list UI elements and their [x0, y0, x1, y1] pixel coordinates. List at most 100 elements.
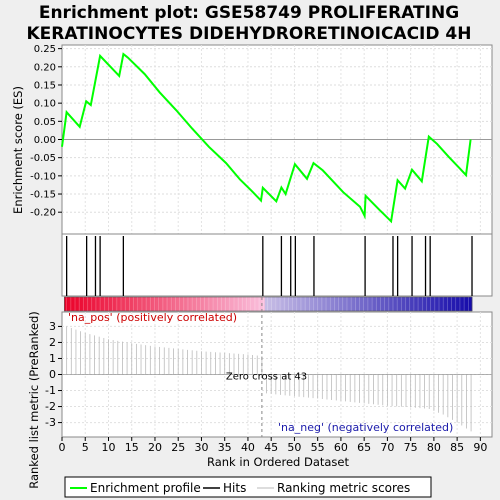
color-bar-segment [421, 297, 425, 311]
color-bar-segment [210, 297, 215, 311]
es-y-ticks: 0.25 0.20 0.15 0.10 0.05 0.00 -0.05 -0.10 -0.15 -… [30, 44, 62, 219]
color-bar-segment [271, 297, 276, 311]
color-bar-segment [64, 297, 69, 311]
color-bar-segment [404, 297, 408, 311]
color-bar-segment [264, 297, 269, 311]
color-bar-segment [118, 297, 123, 311]
color-bar-segment [220, 297, 225, 311]
rank-y-axis-label: Ranked list metric (PreRanked) [27, 311, 41, 489]
color-bar-segment [455, 297, 459, 311]
color-bar-segment [247, 297, 252, 311]
zero-cross-label: Zero cross at 43 [226, 372, 307, 383]
color-bar-segment [217, 297, 221, 311]
rank-x-tick-label: 55 [311, 441, 325, 454]
color-bar-segment [410, 297, 415, 311]
color-bar-segment [145, 297, 150, 311]
positive-label: 'na_pos' (positively correlated) [68, 311, 237, 324]
rank-x-ticks: 0 5 10 15 20 25 30 35 40 45 50 55 60 65 70 75 80 85 90 [59, 437, 487, 454]
color-bar-segment [363, 297, 367, 311]
es-y-tick-label: 0.05 [34, 117, 56, 128]
chart-title-line1: Enrichment plot: GSE58749 PROLIFERATING [39, 3, 459, 23]
color-bar-segment [108, 297, 113, 311]
es-y-axis-label: Enrichment score (ES) [11, 86, 25, 214]
color-bar-segment [332, 297, 337, 311]
color-bar-segment [305, 297, 310, 311]
es-y-tick-label: -0.15 [30, 190, 56, 201]
es-y-tick-label: -0.10 [30, 171, 56, 182]
color-bar-segment [261, 297, 266, 311]
color-bar-segment [281, 297, 286, 311]
color-bar-segment [186, 297, 191, 311]
color-bar-segment [278, 297, 283, 311]
color-bar-segment [71, 297, 75, 311]
es-y-tick-label: 0.10 [34, 99, 56, 110]
color-bar-segment [125, 297, 130, 311]
color-bar-segment [152, 297, 157, 311]
color-bar-segment [373, 297, 378, 311]
color-bar-segment [94, 297, 99, 311]
color-bar-segment [387, 297, 391, 311]
color-bar-segment [67, 297, 72, 311]
negative-label: 'na_neg' (negatively correlated) [278, 421, 453, 434]
color-bar-segment [285, 297, 289, 311]
color-bar-segment [295, 297, 300, 311]
color-bar-segment [461, 297, 466, 311]
legend-ranking-metric-scores: Ranking metric scores [277, 481, 410, 495]
color-bar-segment [356, 297, 361, 311]
rank-x-tick-label: 20 [148, 441, 162, 454]
color-bar-segment [207, 297, 211, 311]
rank-x-tick-label: 75 [404, 441, 418, 454]
color-bar-segment [407, 297, 412, 311]
rank-y-tick-label: 2 [49, 336, 56, 349]
color-bar-segment [227, 297, 232, 311]
color-bar-segment [74, 297, 79, 311]
rank-y-tick-label: 3 [49, 320, 56, 333]
color-bar-segment [298, 297, 303, 311]
color-bar-segment [329, 297, 334, 311]
color-bar-segment [105, 297, 109, 311]
color-bar-segment [122, 297, 126, 311]
color-bar-segment [101, 297, 106, 311]
legend-enrichment-profile: Enrichment profile [90, 481, 201, 495]
color-bar-segment [142, 297, 147, 311]
color-bar-segment [149, 297, 153, 311]
rank-x-tick-label: 85 [450, 441, 464, 454]
color-bar-segment [342, 297, 347, 311]
color-bar-segment [173, 297, 177, 311]
rank-y-tick-label: 0 [49, 368, 56, 381]
rank-x-tick-label: 40 [241, 441, 255, 454]
color-bar-segment [193, 297, 198, 311]
color-bar-segment [325, 297, 330, 311]
color-bar-segment [179, 297, 184, 311]
color-bar-segment [302, 297, 306, 311]
rank-x-axis-label: Rank in Ordered Dataset [207, 455, 350, 469]
color-bar-segment [315, 297, 320, 311]
color-bar-segment [390, 297, 395, 311]
color-bar-segment [251, 297, 255, 311]
color-bar-segment [414, 297, 418, 311]
color-bar-segment [159, 297, 164, 311]
es-y-tick-label: 0.25 [34, 44, 56, 55]
color-bar-segment [400, 297, 405, 311]
rank-x-tick-label: 80 [427, 441, 441, 454]
rank-x-tick-label: 5 [82, 441, 89, 454]
color-bar-segment [468, 297, 473, 311]
color-bar-segment [359, 297, 364, 311]
rank-x-tick-label: 15 [125, 441, 139, 454]
color-bar-segment [322, 297, 327, 311]
es-y-tick-label: -0.20 [30, 208, 56, 219]
es-y-tick-label: 0.20 [34, 62, 56, 73]
color-bar-segment [162, 297, 167, 311]
color-bar-segment [427, 297, 432, 311]
color-bar-segment [434, 297, 439, 311]
enrichment-profile-line [61, 52, 472, 224]
color-bar-segment [444, 297, 449, 311]
color-bar-segment [448, 297, 452, 311]
color-bar-segment [376, 297, 381, 311]
color-bar-segment [84, 297, 89, 311]
color-bar-segment [176, 297, 181, 311]
color-bar-segment [224, 297, 228, 311]
color-bar-segment [366, 297, 371, 311]
color-bar-segment [319, 297, 323, 311]
